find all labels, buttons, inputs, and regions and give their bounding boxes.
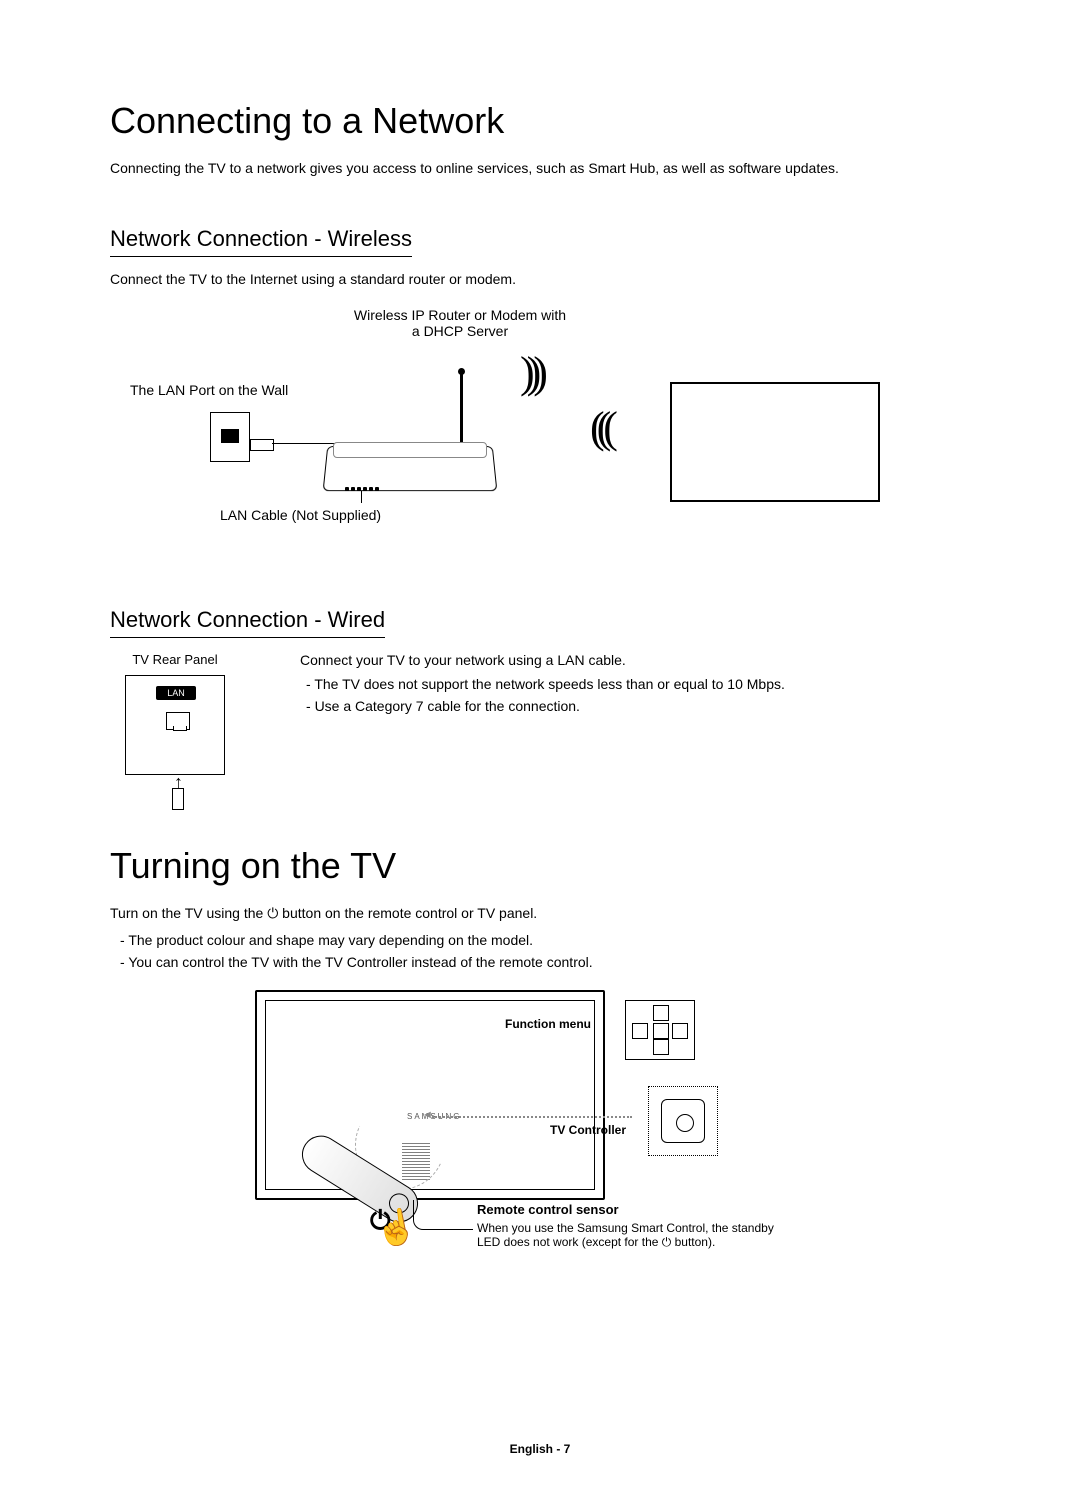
wired-bullet: The TV does not support the network spee… [320,676,970,692]
rear-panel-column: TV Rear Panel LAN ↑ [110,652,240,775]
dotted-leader [432,1116,632,1118]
router-illustration [325,402,515,502]
power-icon: ⏻ [267,905,278,921]
rear-panel-caption: TV Rear Panel [110,652,240,667]
sensor-leader-line [413,1200,473,1230]
wifi-wave-out-icon: ))) [520,347,540,398]
wireless-diagram: Wireless IP Router or Modem with a DHCP … [110,307,970,567]
wired-text: Connect your TV to your network using a … [300,652,970,775]
section-title-network: Connecting to a Network [110,100,970,142]
power-icon: ⏻ [662,1235,672,1249]
router-caption-l2: a DHCP Server [412,323,508,339]
wall-caption: The LAN Port on the Wall [130,382,288,398]
function-menu-label: Function menu [505,1017,591,1031]
sub-post: button on the remote control or TV panel… [278,905,537,921]
function-menu-diagram [625,1000,695,1060]
tv-controller-figure: SAMSUNG Function menu TV Controller ⏻ ☝ … [255,990,825,1290]
turning-on-bullets: The product colour and shape may vary de… [120,932,970,970]
sensor-title: Remote control sensor [477,1202,797,1217]
heading-wireless: Network Connection - Wireless [110,226,412,257]
network-intro: Connecting the TV to a network gives you… [110,160,970,176]
wired-bullet: Use a Category 7 cable for the connectio… [320,698,970,714]
lan-cable-caption: LAN Cable (Not Supplied) [220,507,381,523]
page-footer: English - 7 [0,1442,1080,1456]
router-caption: Wireless IP Router or Modem with a DHCP … [310,307,610,339]
wireless-sub: Connect the TV to the Internet using a s… [110,271,970,287]
wired-desc: Connect your TV to your network using a … [300,652,970,668]
tv-controller-diagram [648,1086,718,1156]
heading-wired: Network Connection - Wired [110,607,385,638]
list-item: The product colour and shape may vary de… [120,932,970,948]
wifi-wave-in-icon: ((( [590,402,610,453]
sensor-body: When you use the Samsung Smart Control, … [477,1221,797,1250]
wall-port-illustration [170,407,310,487]
sub-pre: Turn on the TV using the [110,905,267,921]
router-caption-l1: Wireless IP Router or Modem with [354,307,566,323]
sensor-text: Remote control sensor When you use the S… [477,1202,797,1250]
rear-panel-illustration: LAN ↑ [125,675,225,775]
sensor-pre: When you use the Samsung Smart Control, … [477,1221,774,1249]
section-title-turning-on: Turning on the TV [110,845,970,887]
tv-controller-label: TV Controller [550,1123,626,1137]
turning-on-sub: Turn on the TV using the ⏻ button on the… [110,905,970,922]
lan-port-label: LAN [156,686,196,700]
tv-illustration [670,382,880,502]
sensor-post: button). [671,1235,715,1249]
list-item: You can control the TV with the TV Contr… [120,954,970,970]
